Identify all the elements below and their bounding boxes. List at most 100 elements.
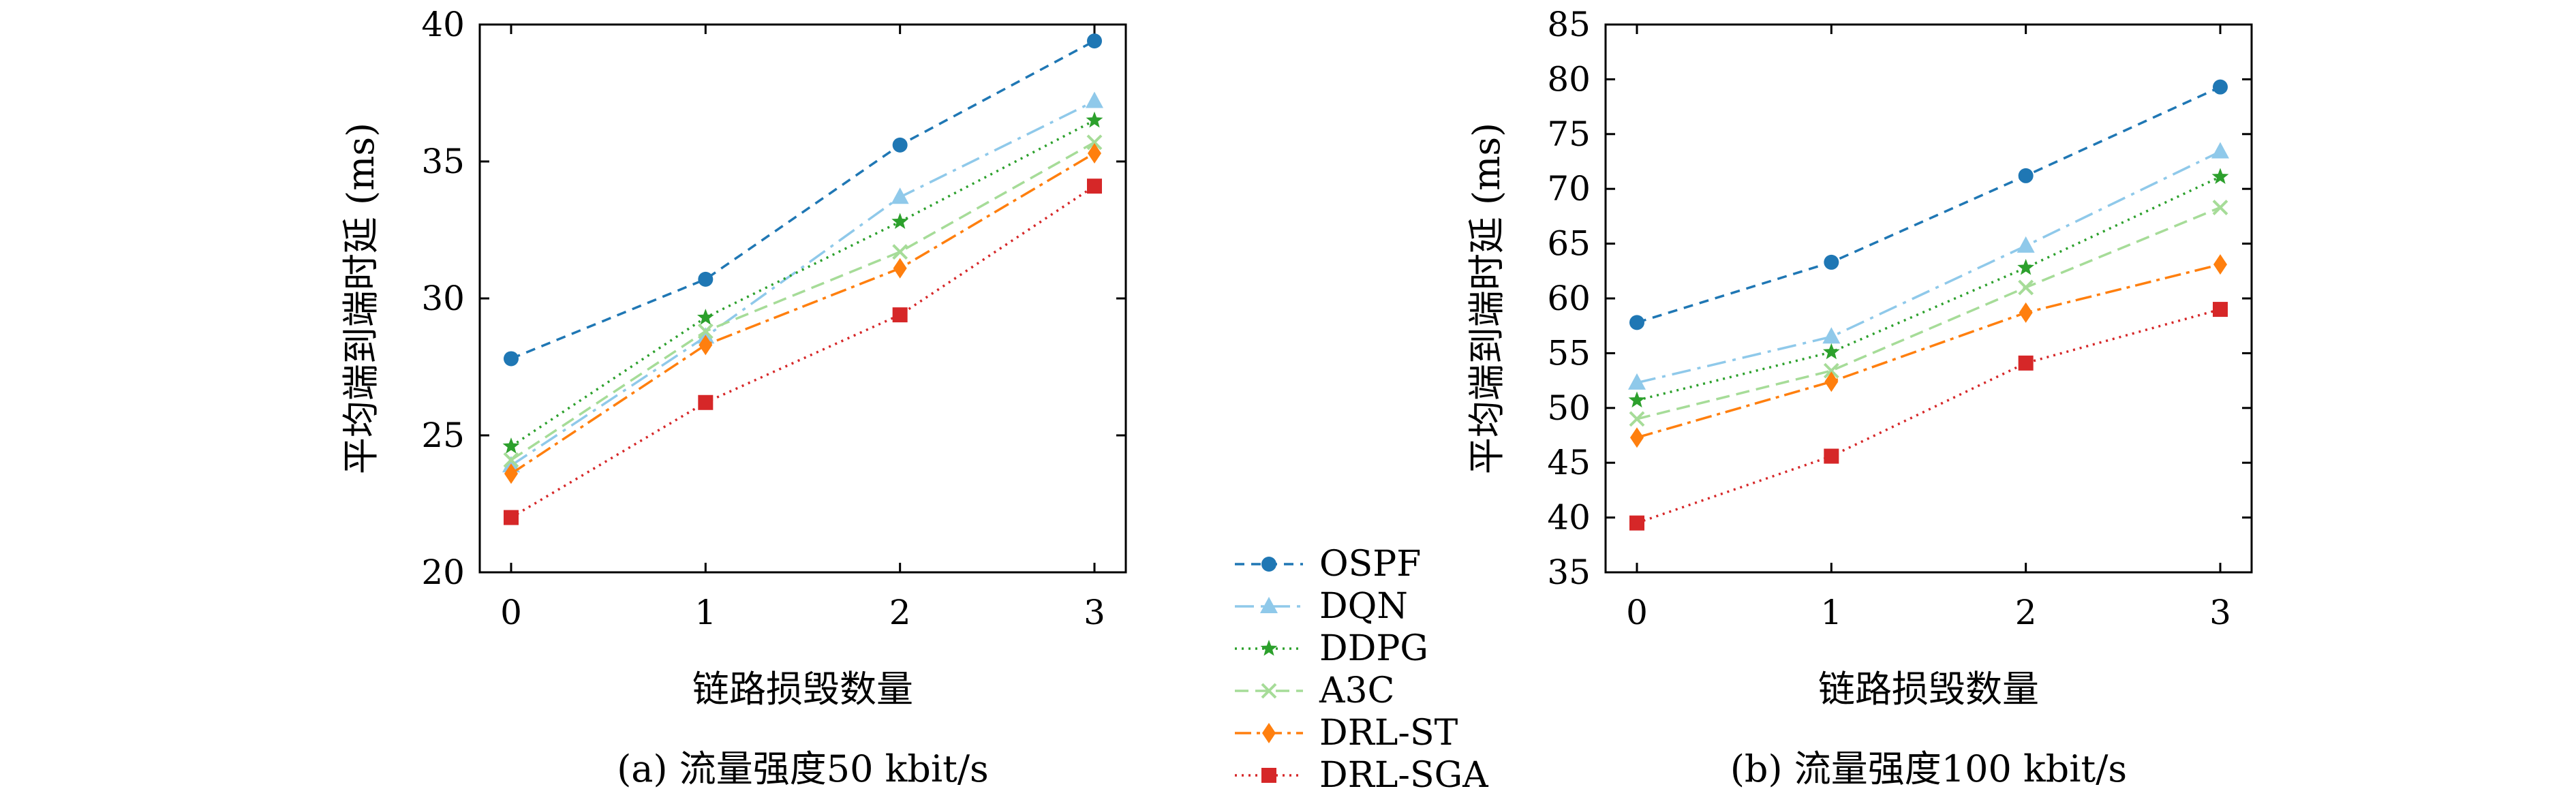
data-point-dqn xyxy=(2017,236,2035,253)
series-line-drl-sga xyxy=(510,185,1095,519)
panel-caption: (a) 流量强度50 kbit/s xyxy=(617,747,989,790)
data-point-drl-sga xyxy=(2213,302,2228,317)
y-tick-label: 20 xyxy=(421,553,465,592)
series-a3c xyxy=(1629,200,2228,427)
data-point-a3c xyxy=(892,244,908,260)
series-ospf xyxy=(504,33,1102,367)
data-point-ospf xyxy=(892,137,908,153)
data-point-drl-st xyxy=(1088,142,1101,164)
data-point-ospf xyxy=(1087,33,1102,49)
legend-entry-drl-st: DRL-ST xyxy=(1235,713,1458,754)
legend-label-ospf: OSPF xyxy=(1319,544,1421,585)
series-dqn xyxy=(502,91,1103,473)
data-point-drl-sga xyxy=(1087,179,1102,194)
y-tick-label: 35 xyxy=(1547,553,1591,592)
data-point-ddpg xyxy=(2017,259,2034,275)
plot-frame xyxy=(1604,23,2253,574)
y-tick-label: 50 xyxy=(1547,388,1591,428)
x-tick-label: 2 xyxy=(889,593,911,632)
data-point-a3c xyxy=(1823,362,1839,379)
data-point-dqn xyxy=(1822,327,1841,344)
data-point-a3c xyxy=(1629,411,1645,427)
x-tick-label: 1 xyxy=(694,593,716,632)
legend-marker-a3c xyxy=(1261,683,1277,699)
plot-frame xyxy=(478,23,1127,574)
legend-entry-dqn: DQN xyxy=(1235,586,1408,627)
data-point-ospf xyxy=(1629,315,1644,330)
data-point-ddpg xyxy=(1628,391,1646,408)
series-a3c xyxy=(503,134,1103,468)
series-line-a3c xyxy=(510,141,1095,461)
legend-label-ddpg: DDPG xyxy=(1319,628,1428,669)
data-point-a3c xyxy=(2018,279,2034,296)
y-tick-label: 65 xyxy=(1547,224,1591,264)
x-axis-title: 链路损毁数量 xyxy=(692,668,913,711)
legend-label-a3c: A3C xyxy=(1319,670,1394,711)
x-tick-label: 2 xyxy=(2015,593,2037,632)
data-point-a3c xyxy=(503,452,519,468)
data-point-ddpg xyxy=(1086,111,1103,128)
data-point-ddpg xyxy=(2211,168,2229,184)
data-point-drl-st xyxy=(699,335,713,356)
series-ospf xyxy=(1629,79,2228,330)
series-line-ospf xyxy=(1636,86,2221,324)
data-point-ddpg xyxy=(891,213,908,229)
legend-marker-dqn xyxy=(1260,597,1278,613)
legend-label-drl-sga: DRL-SGA xyxy=(1319,755,1489,796)
data-point-drl-sga xyxy=(1629,515,1644,531)
data-point-ddpg xyxy=(1823,343,1840,360)
data-point-drl-sga xyxy=(892,307,908,323)
data-point-dqn xyxy=(1086,91,1103,108)
data-point-drl-st xyxy=(2213,254,2227,275)
y-tick-label: 80 xyxy=(1547,59,1591,99)
data-point-a3c xyxy=(1086,134,1103,151)
y-tick-label: 25 xyxy=(421,416,465,455)
y-tick-label: 55 xyxy=(1547,333,1591,373)
data-point-drl-st xyxy=(893,258,907,279)
legend-marker-drl-st xyxy=(1262,723,1276,743)
data-point-drl-st xyxy=(1824,371,1839,392)
x-tick-label: 0 xyxy=(1626,593,1648,632)
data-point-ospf xyxy=(504,351,519,367)
series-drl-st xyxy=(1630,254,2227,448)
x-tick-label: 1 xyxy=(1820,593,1842,632)
series-drl-st xyxy=(504,142,1101,484)
data-point-drl-st xyxy=(2019,302,2033,323)
series-dqn xyxy=(1628,142,2229,390)
y-axis-title: 平均端到端时延 (ms) xyxy=(339,123,382,474)
series-drl-sga xyxy=(504,179,1102,525)
series-line-a3c xyxy=(1636,206,2221,420)
y-tick-label: 40 xyxy=(421,5,465,44)
series-line-dqn xyxy=(510,100,1095,467)
data-point-ospf xyxy=(1824,254,1839,270)
x-tick-label: 0 xyxy=(500,593,522,632)
y-tick-label: 75 xyxy=(1547,114,1591,154)
data-point-drl-st xyxy=(504,463,518,484)
series-line-ospf xyxy=(510,40,1095,360)
legend-entry-drl-sga: DRL-SGA xyxy=(1235,755,1489,796)
y-tick-label: 30 xyxy=(421,279,465,318)
data-point-dqn xyxy=(891,187,909,204)
series-line-ddpg xyxy=(510,119,1095,448)
legend-entry-a3c: A3C xyxy=(1235,670,1394,711)
data-point-a3c xyxy=(2212,200,2228,215)
y-axis-title: 平均端到端时延 (ms) xyxy=(1465,123,1508,474)
x-axis-title: 链路损毁数量 xyxy=(1818,668,2039,711)
data-point-dqn xyxy=(1628,373,1646,390)
data-point-a3c xyxy=(697,323,714,339)
legend-marker-ddpg xyxy=(1260,640,1278,656)
panel-b: 35 40 45 50 55 60 65 70 75 80 85 0 1 2 3 链路损毁数量 平均端到端时延 … xyxy=(1465,5,2253,790)
legend-entry-ddpg: DDPG xyxy=(1235,628,1428,669)
data-point-drl-st xyxy=(1630,427,1644,448)
legend-label-dqn: DQN xyxy=(1319,586,1408,627)
panel-caption: (b) 流量强度100 kbit/s xyxy=(1730,747,2127,790)
y-tick-label: 85 xyxy=(1547,5,1591,44)
data-point-drl-sga xyxy=(2018,355,2034,371)
y-tick-label: 70 xyxy=(1547,169,1591,208)
legend-entry-ospf: OSPF xyxy=(1235,544,1421,585)
legend-label-drl-st: DRL-ST xyxy=(1319,713,1458,754)
series-ddpg xyxy=(1628,168,2229,408)
data-point-drl-sga xyxy=(698,394,714,410)
series-ddpg xyxy=(502,111,1103,454)
data-point-ddpg xyxy=(502,437,520,454)
